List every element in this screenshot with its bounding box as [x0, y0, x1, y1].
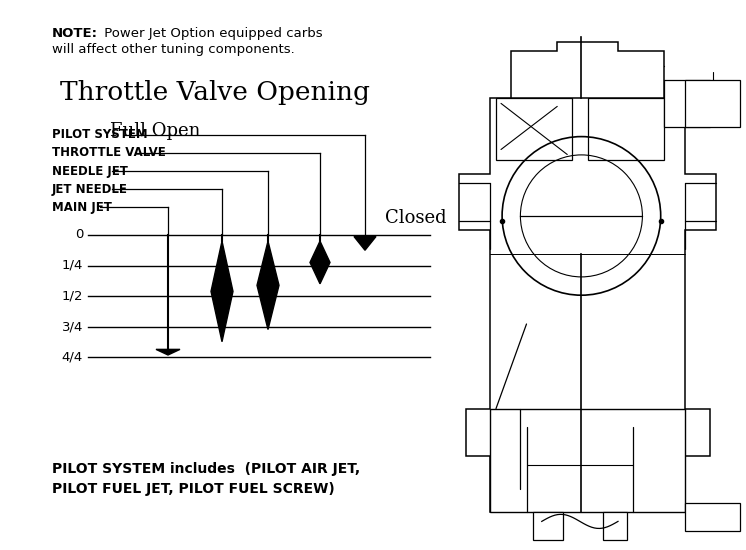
Text: 0: 0	[75, 228, 83, 241]
Text: THROTTLE VALVE: THROTTLE VALVE	[52, 146, 166, 160]
Text: Closed: Closed	[385, 209, 447, 227]
Polygon shape	[354, 236, 376, 250]
Text: 1/4: 1/4	[62, 259, 83, 272]
Text: PILOT SYSTEM: PILOT SYSTEM	[52, 129, 148, 141]
Text: 3/4: 3/4	[62, 320, 83, 333]
Polygon shape	[211, 241, 233, 342]
Bar	[533, 512, 563, 540]
Bar	[685, 80, 740, 127]
Text: PILOT FUEL JET, PILOT FUEL SCREW): PILOT FUEL JET, PILOT FUEL SCREW)	[52, 482, 335, 496]
Polygon shape	[310, 241, 330, 284]
Polygon shape	[511, 42, 664, 98]
Bar	[490, 409, 685, 512]
Text: NOTE:: NOTE:	[52, 27, 98, 40]
Text: PILOT SYSTEM includes  (PILOT AIR JET,: PILOT SYSTEM includes (PILOT AIR JET,	[52, 462, 360, 476]
Bar	[664, 80, 709, 127]
Polygon shape	[460, 65, 715, 512]
Bar	[603, 512, 627, 540]
Bar	[588, 98, 664, 160]
Polygon shape	[257, 241, 279, 329]
Text: Power Jet Option equipped carbs: Power Jet Option equipped carbs	[100, 27, 322, 40]
Polygon shape	[685, 503, 740, 531]
Text: Throttle Valve Opening: Throttle Valve Opening	[60, 80, 370, 105]
Text: 4/4: 4/4	[62, 350, 83, 364]
Text: JET NEEDLE: JET NEEDLE	[52, 183, 128, 195]
Text: Full Open: Full Open	[110, 122, 201, 140]
Polygon shape	[156, 349, 180, 355]
Text: MAIN JET: MAIN JET	[52, 201, 112, 213]
Bar	[496, 98, 572, 160]
Text: NEEDLE JET: NEEDLE JET	[52, 164, 128, 178]
Text: will affect other tuning components.: will affect other tuning components.	[52, 43, 295, 56]
Text: 1/2: 1/2	[61, 289, 83, 302]
